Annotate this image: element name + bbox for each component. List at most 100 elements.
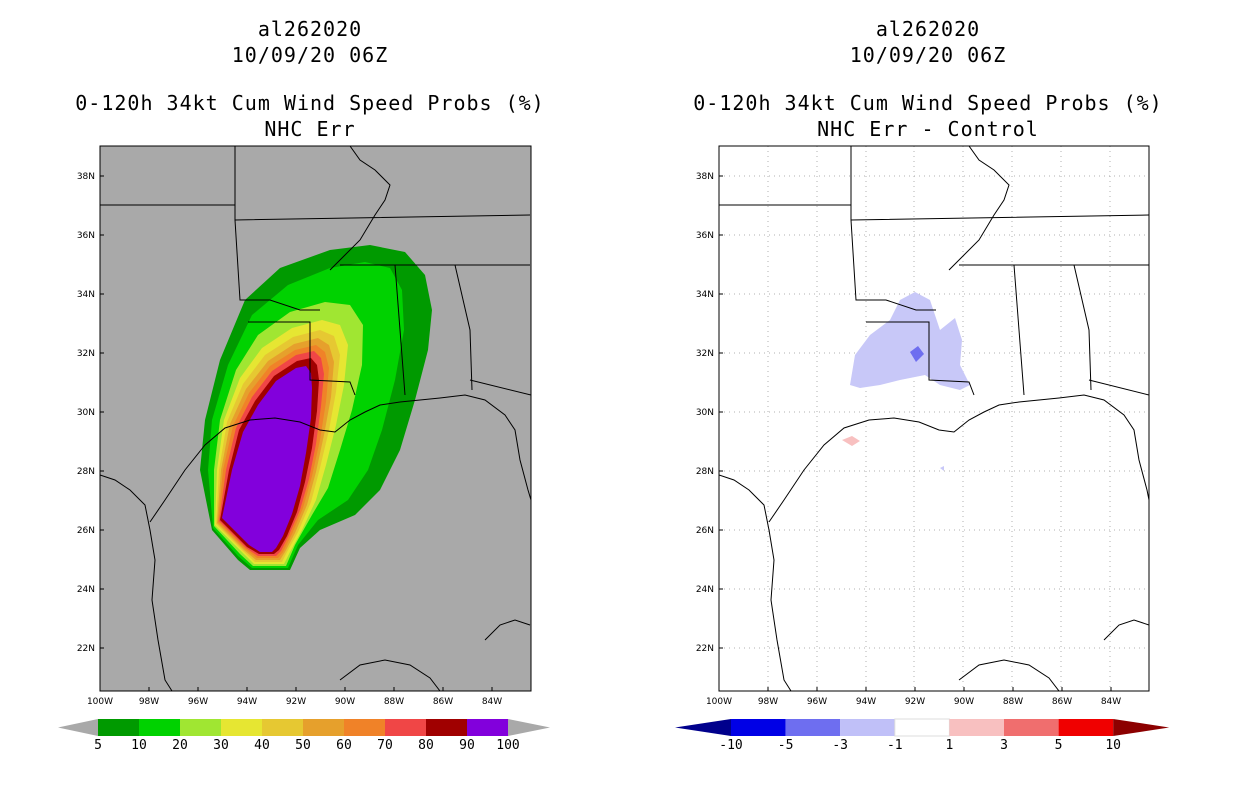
left-subtitle: NHC Err [264,117,356,141]
diff-region-positive [842,436,860,446]
right-colorbar-low-arrow [675,719,731,736]
left-coastlines [100,146,531,691]
right-colorbar: -10 -5 -3 -1 1 3 5 10 [675,718,1170,753]
lat-label-0-8: 22N [77,644,95,654]
lon-label-0-5: 90W [335,697,355,707]
lon-label-0-2: 96W [188,697,208,707]
lat-label-0-5: 28N [77,467,95,477]
lat-label-1-0: 38N [696,172,714,182]
left-colorbar-swatch [385,719,426,736]
lat-label-1-5: 28N [696,467,714,477]
right-colorbar-label: -5 [778,738,794,753]
lon-label-0-0: 100W [87,697,113,707]
right-colorbar-label: -1 [887,738,903,753]
left-colorbar-label: 70 [377,738,393,753]
lat-label-0-2: 34N [77,290,95,300]
lon-label-1-1: 98W [758,697,778,707]
lon-label-1-6: 88W [1003,697,1023,707]
left-colorbar-label: 80 [418,738,434,753]
left-storm-id: al262020 [257,17,363,41]
right-datetime: 10/09/20 06Z [849,43,1007,67]
right-colorbar-label: 5 [1055,738,1063,753]
left-product-title: 0-120h 34kt Cum Wind Speed Probs (%) [75,91,545,115]
lat-label-0-3: 32N [77,349,95,359]
lat-label-1-1: 36N [696,231,714,241]
left-colorbar-swatch [303,719,344,736]
left-product-block: 0-120h 34kt Cum Wind Speed Probs (%) NHC… [10,90,610,142]
diff-region-negative-strong [910,346,924,362]
right-map-frame [718,145,1150,692]
right-map [718,145,1150,692]
lon-label-1-5: 90W [954,697,974,707]
right-colorbar-label: 10 [1105,738,1121,753]
lon-label-0-3: 94W [237,697,257,707]
right-colorbar-swatch [840,719,895,736]
lon-label-0-1: 98W [139,697,159,707]
right-colorbar-high-arrow [1113,719,1170,736]
right-title-block: al262020 10/09/20 06Z [628,16,1228,68]
left-colorbar-swatch [139,719,180,736]
left-map [99,145,532,692]
left-colorbar-label: 40 [254,738,270,753]
right-colorbar-label: 1 [945,738,953,753]
right-colorbar-swatch [785,719,841,736]
left-title-block: al262020 10/09/20 06Z [10,16,610,68]
left-colorbar-swatch [467,719,508,736]
lon-label-0-7: 86W [433,697,453,707]
right-colorbar-label: 3 [1000,738,1008,753]
lat-label-1-4: 30N [696,408,714,418]
left-colorbar-swatch [221,719,262,736]
lat-label-1-7: 24N [696,585,714,595]
left-colorbar-label: 30 [213,738,229,753]
right-subtitle: NHC Err - Control [817,117,1039,141]
left-colorbar-swatch [98,719,139,736]
lon-label-0-4: 92W [286,697,306,707]
lat-label-0-0: 38N [77,172,95,182]
lat-label-1-8: 22N [696,644,714,654]
left-colorbar-label: 60 [336,738,352,753]
right-colorbar-swatch [1004,719,1059,736]
lon-label-0-6: 88W [384,697,404,707]
right-colorbar-label: -3 [832,738,848,753]
left-colorbar-high-arrow [508,719,550,736]
right-colorbar-swatch [949,719,1004,736]
left-colorbar-label: 10 [131,738,147,753]
prob-contour-90 [222,366,312,552]
left-datetime: 10/09/20 06Z [231,43,389,67]
right-product-title: 0-120h 34kt Cum Wind Speed Probs (%) [693,91,1163,115]
lon-label-1-7: 86W [1052,697,1072,707]
lon-label-1-0: 100W [706,697,732,707]
lon-label-0-8: 84W [482,697,502,707]
diff-region-negative-small [940,466,944,471]
right-storm-id: al262020 [875,17,981,41]
lon-label-1-3: 94W [856,697,876,707]
right-colorbar-swatch [894,718,950,737]
left-colorbar-swatch [262,719,303,736]
lat-label-1-6: 26N [696,526,714,536]
lat-label-1-2: 34N [696,290,714,300]
left-colorbar: 5 10 20 30 40 50 60 70 80 90 100 [58,719,550,753]
right-coastlines [719,146,1149,691]
lon-label-1-8: 84W [1101,697,1121,707]
left-colorbar-label: 50 [295,738,311,753]
lon-label-1-2: 96W [807,697,827,707]
lon-label-1-4: 92W [905,697,925,707]
right-map-background [719,146,1149,691]
right-colorbar-swatch [731,719,786,736]
axis-labels: 38N 36N 34N 32N 30N 28N 26N 24N 22N 100W 98W 96W 94W… [77,172,1121,707]
left-colorbar-low-arrow [58,719,98,736]
left-colorbar-swatch [180,719,221,736]
left-colorbar-swatch [426,719,467,736]
left-colorbar-label: 100 [496,738,519,753]
left-map-frame [99,145,532,692]
lat-label-0-7: 24N [77,585,95,595]
left-colorbar-label: 5 [94,738,102,753]
right-colorbar-label: -10 [719,738,742,753]
diff-region-negative [850,292,970,390]
right-colorbar-swatch [1058,719,1114,736]
left-colorbar-label: 90 [459,738,475,753]
lat-label-1-3: 32N [696,349,714,359]
lat-label-0-1: 36N [77,231,95,241]
left-colorbar-swatch [344,719,385,736]
lat-label-0-4: 30N [77,408,95,418]
